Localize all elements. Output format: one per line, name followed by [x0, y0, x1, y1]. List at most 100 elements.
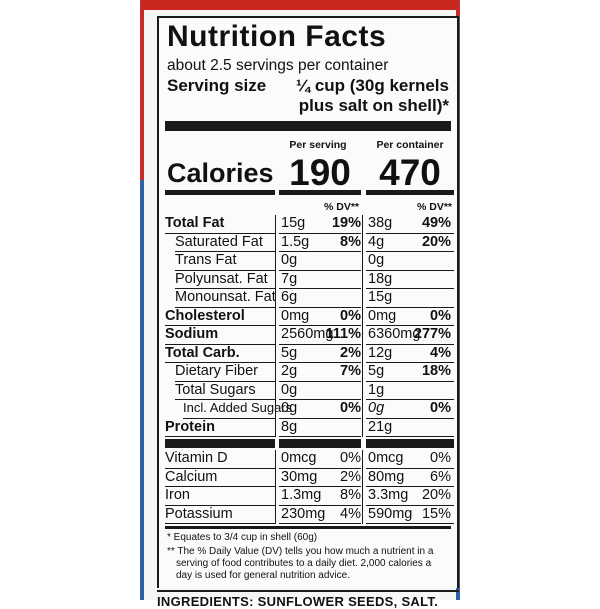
- row-label: Iron: [165, 487, 190, 503]
- footnote-divider: [165, 526, 451, 529]
- serving-amount: 0g: [281, 381, 298, 398]
- row-divider: [165, 362, 275, 363]
- calories-per-serving: 190: [289, 152, 351, 193]
- serving-dv: 2%: [340, 344, 361, 361]
- row-divider: [165, 486, 275, 487]
- serving-amount: 2g: [281, 363, 298, 379]
- row-label: Polyunsat. Fat: [175, 270, 268, 287]
- container-amount: 0mg: [368, 307, 397, 324]
- row-divider: [366, 343, 454, 345]
- serving-amount: 30mg: [281, 468, 318, 485]
- container-amount: 15g: [368, 289, 393, 305]
- row-divider: [175, 380, 275, 382]
- container-amount: 80mg: [368, 468, 405, 485]
- row-divider: [279, 467, 361, 469]
- row-divider: [279, 486, 361, 487]
- row-divider: [279, 232, 361, 234]
- serving-dv: 111%: [325, 326, 362, 342]
- calories-bar-serving: [279, 190, 361, 195]
- vitamin-bar-serving: [279, 439, 361, 448]
- row-divider: [366, 325, 454, 326]
- row-label: Total Sugars: [175, 381, 256, 398]
- serving-amount: 5g: [281, 344, 298, 361]
- serving-size-value-line1: ¼ cup (30g kernels: [295, 76, 449, 95]
- serving-dv: 7%: [340, 363, 361, 379]
- serving-dv: 8%: [340, 233, 361, 250]
- serving-amount: 0mcg: [281, 450, 317, 466]
- row-divider: [183, 417, 275, 419]
- footnote-dv-line1: ** The % Daily Value (DV) tells you how …: [167, 546, 434, 557]
- container-amount: 590mg: [368, 505, 413, 522]
- row-label: Monounsat. Fat: [175, 289, 276, 305]
- serving-dv: 2%: [340, 468, 361, 485]
- row-label: Total Carb.: [165, 344, 240, 361]
- row-divider: [165, 232, 275, 234]
- row-label: Potassium: [165, 505, 233, 522]
- row-divider: [175, 288, 275, 289]
- row-divider: [279, 306, 361, 308]
- container-dv: 20%: [421, 487, 451, 503]
- container-dv: 4%: [430, 344, 451, 361]
- serving-dv: 0%: [340, 450, 361, 466]
- container-amount: 0g: [368, 252, 385, 268]
- serving-amount: 0g: [281, 252, 298, 268]
- row-divider: [175, 251, 275, 252]
- row-divider: [366, 251, 454, 252]
- footnote-dv-line2: serving of food contributes to a daily d…: [176, 558, 432, 569]
- row-divider: [279, 380, 361, 382]
- container-dv: 0%: [430, 450, 451, 466]
- serving-size-value: ¼ cup (30g kernels plus salt on shell)*: [259, 76, 449, 116]
- vitamin-bar-container: [366, 439, 454, 448]
- serving-amount: 6g: [281, 289, 298, 305]
- container-dv: 15%: [421, 505, 451, 522]
- container-amount: 18g: [368, 270, 393, 287]
- ingredients-divider: [157, 590, 459, 592]
- serving-amount: 15g: [281, 215, 306, 231]
- row-divider: [366, 362, 454, 363]
- row-divider: [279, 269, 361, 271]
- row-divider: [175, 399, 275, 400]
- serving-amount: 1.5g: [281, 233, 310, 250]
- row-label: Trans Fat: [175, 252, 237, 268]
- row-divider: [279, 288, 361, 289]
- vitamin-bar-left: [165, 439, 275, 448]
- row-label: Sodium: [165, 326, 219, 342]
- row-divider: [165, 343, 275, 345]
- row-divider: [279, 504, 361, 506]
- row-label: Calcium: [165, 468, 218, 485]
- row-divider: [279, 251, 361, 252]
- container-dv: 49%: [421, 215, 451, 231]
- serving-amount: 8g: [281, 418, 298, 435]
- serving-amount: 2560mg: [281, 326, 334, 342]
- container-dv: 0%: [430, 400, 451, 416]
- container-amount: 1g: [368, 381, 385, 398]
- serving-dv: 8%: [340, 487, 361, 503]
- row-divider: [279, 417, 361, 419]
- serving-size-value-line2: plus salt on shell)*: [298, 96, 449, 115]
- row-divider: [175, 269, 275, 271]
- row-label: Saturated Fat: [175, 233, 263, 250]
- container-amount: 0g: [368, 400, 385, 416]
- column-divider: [275, 215, 276, 437]
- row-label: Vitamin D: [165, 450, 228, 466]
- container-amount: 38g: [368, 215, 393, 231]
- servings-per-container: about 2.5 servings per container: [167, 57, 389, 74]
- row-divider: [279, 399, 361, 400]
- serving-size-label: Serving size: [167, 76, 267, 95]
- serving-dv: 4%: [340, 505, 361, 522]
- serving-amount: 0mg: [281, 307, 310, 324]
- label-title: Nutrition Facts: [167, 20, 387, 53]
- footnote-dv-line3: day is used for general nutrition advice…: [176, 570, 350, 581]
- row-divider: [366, 399, 454, 400]
- row-divider: [165, 467, 275, 469]
- serving-amount: 1.3mg: [281, 487, 322, 503]
- calories-bar-left: [165, 190, 275, 195]
- column-divider: [362, 450, 363, 524]
- serving-amount: 0g: [281, 400, 298, 416]
- container-amount: 5g: [368, 363, 385, 379]
- column-divider: [362, 215, 363, 437]
- row-label: Dietary Fiber: [175, 363, 258, 379]
- per-container-header: Per container: [376, 139, 444, 151]
- row-divider: [279, 436, 361, 437]
- row-divider: [279, 325, 361, 326]
